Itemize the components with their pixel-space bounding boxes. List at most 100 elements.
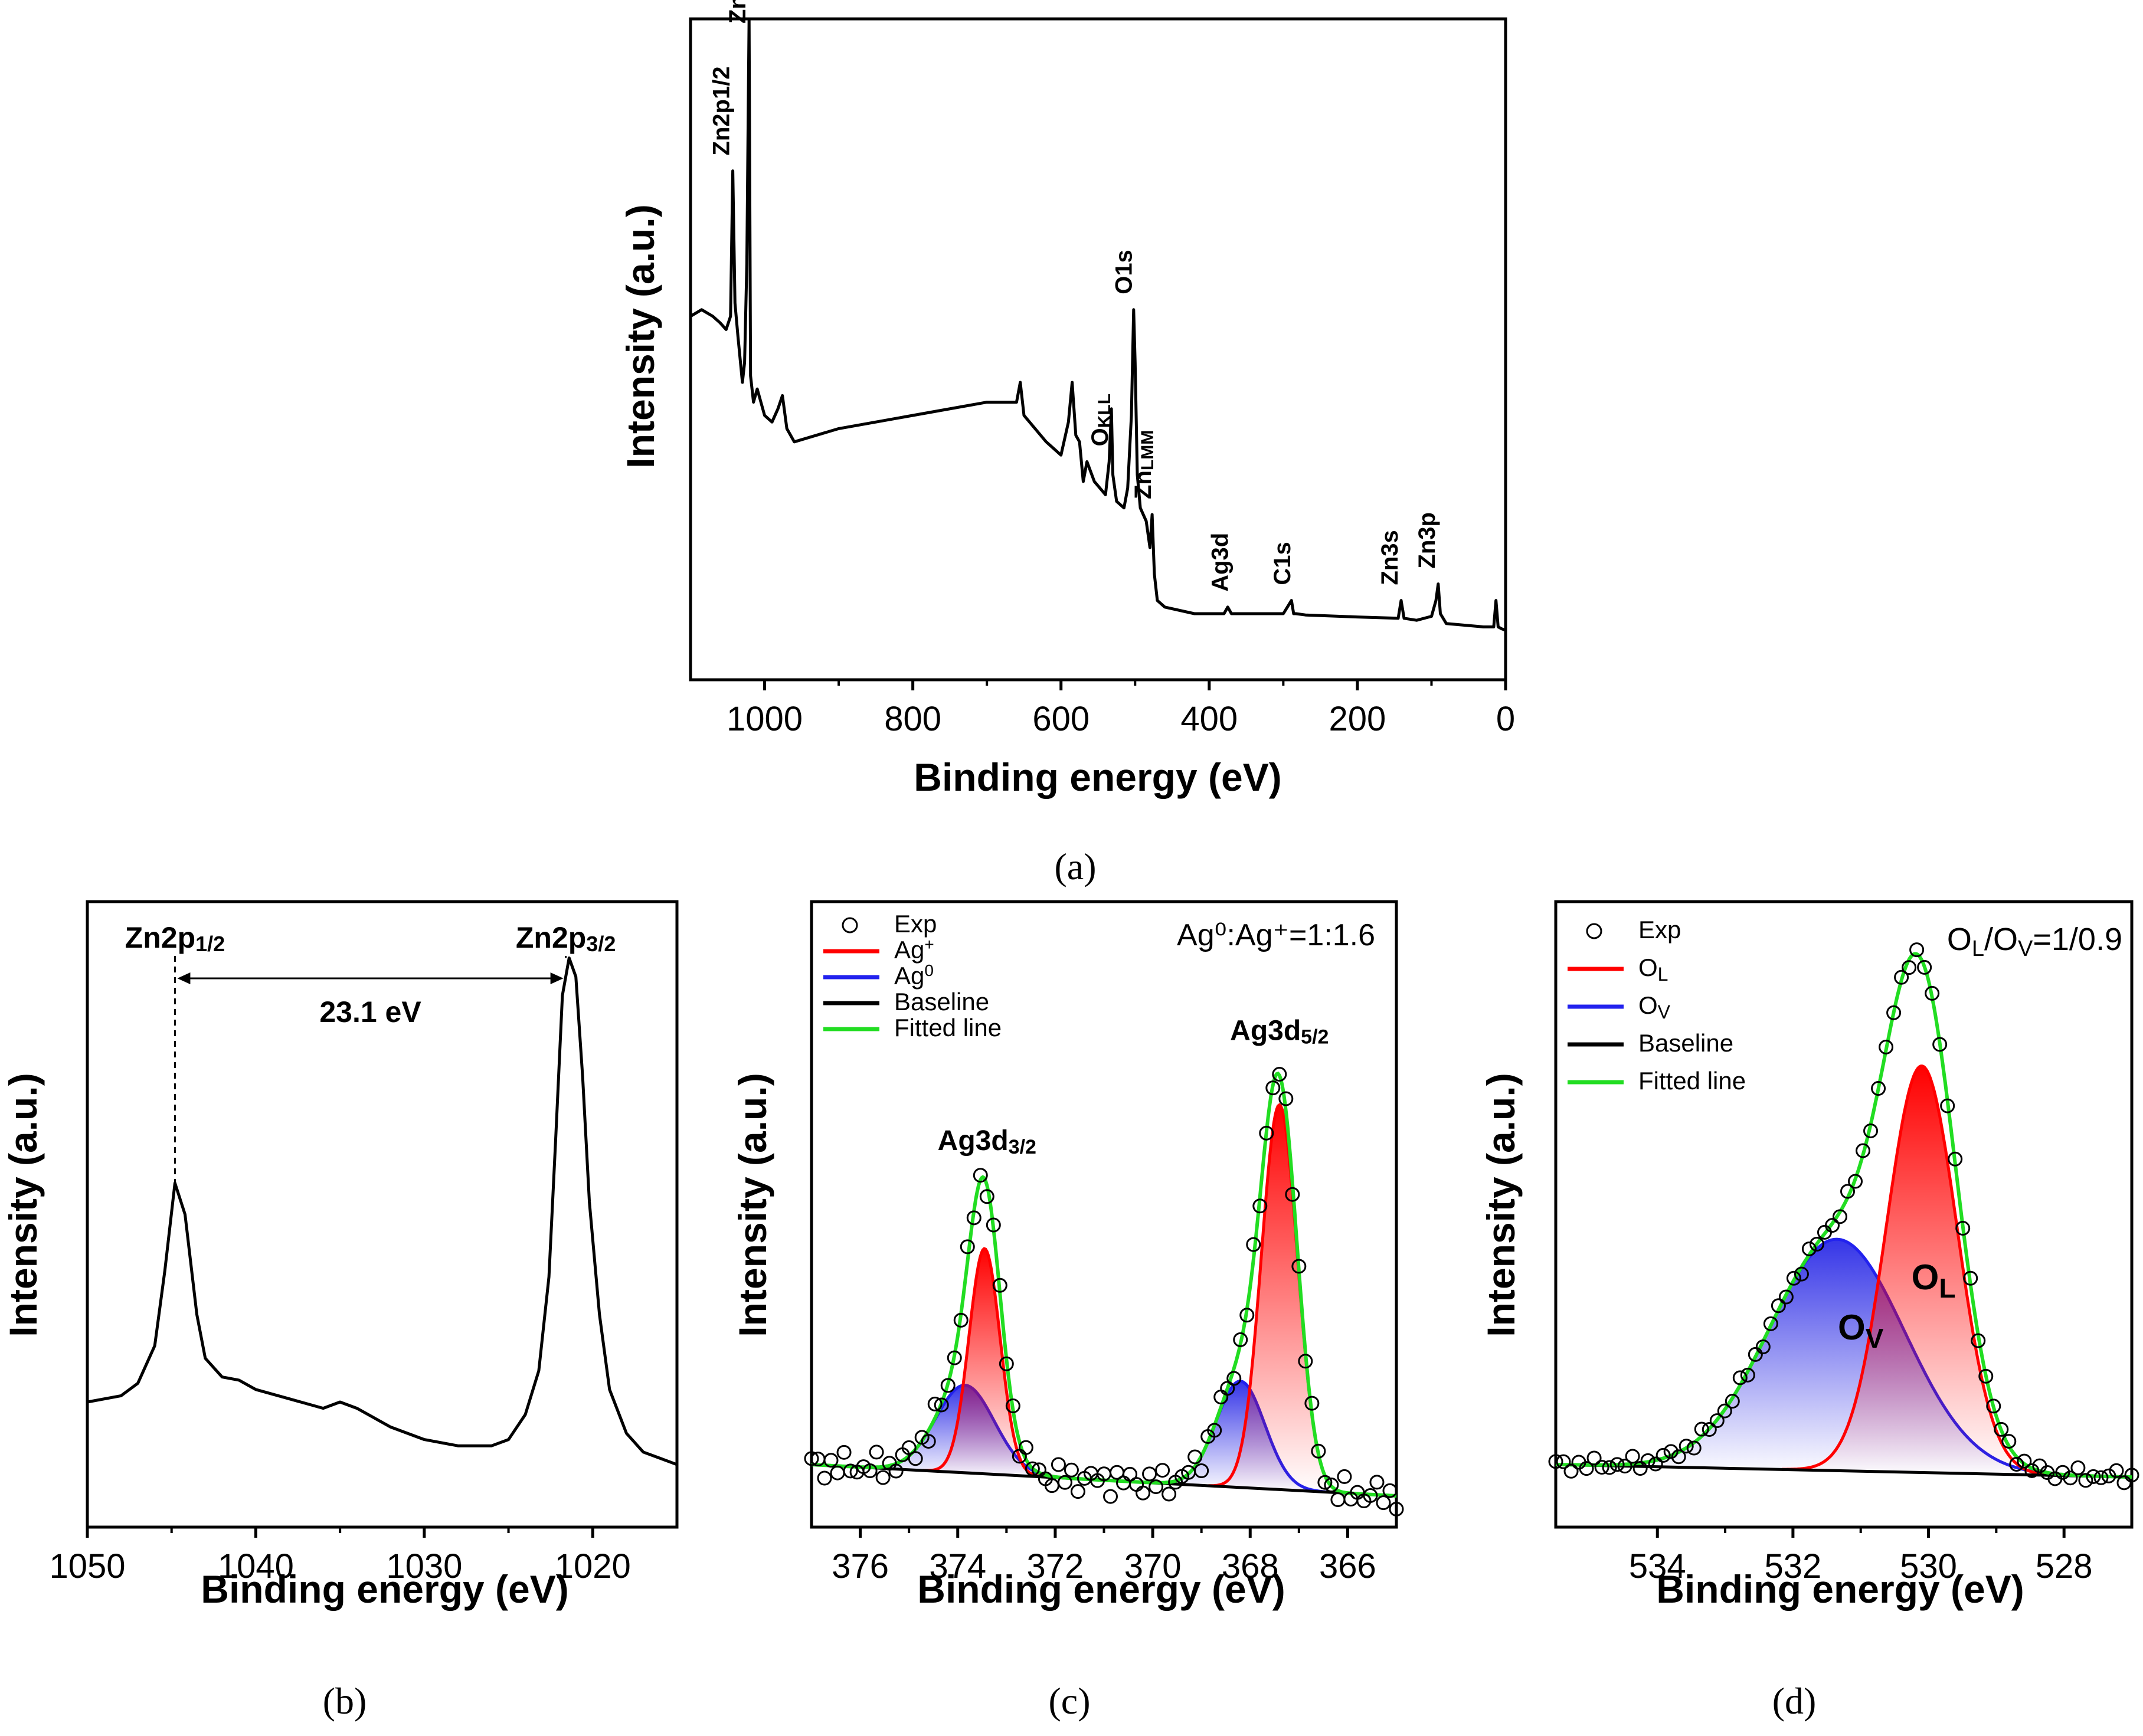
panel-b-xtick-label: 1050 <box>49 1547 125 1586</box>
panel-c-exp-point <box>1123 1466 1138 1482</box>
panel-c-exp-point <box>927 1396 943 1411</box>
panel-d-exp-point <box>1602 1460 1617 1475</box>
panel-d-exp-point <box>1663 1444 1679 1459</box>
panel-c-legend-label: Baseline <box>894 988 989 1016</box>
panel-c-component-fill <box>1143 1381 1338 1493</box>
panel-b-spectrum-line <box>87 956 678 1466</box>
panel-d-exp-point <box>1994 1421 2009 1437</box>
panel-c-exp-point <box>940 1378 956 1393</box>
panel-d-ylabel: Intensity (a.u.) <box>1479 1073 1523 1337</box>
panel-d-exp-point <box>1617 1459 1632 1474</box>
panel-d-exp-point <box>1586 1450 1602 1466</box>
panel-b-frame <box>86 900 679 1529</box>
panel-c-exp-point <box>1272 1067 1287 1082</box>
panel-c-exp-point <box>1103 1489 1118 1504</box>
panel-a-xtick-label: 200 <box>1329 700 1386 738</box>
panel-a-peak-label-sub: LMM <box>1138 430 1157 470</box>
panel-d-legend-label: Fitted line <box>1638 1067 1746 1095</box>
panel-c-xtick-label: 376 <box>832 1547 889 1586</box>
panel-c-peak-label-sub: 5/2 <box>1301 1026 1329 1048</box>
panel-c-exp-point <box>1149 1479 1164 1495</box>
panel-c-exp-point <box>992 1278 1007 1293</box>
panel-b-xlabel: Binding energy (eV) <box>201 1567 568 1611</box>
panel-d-exp-point <box>1717 1403 1732 1419</box>
panel-d-legend-label-sub: V <box>1658 1001 1671 1023</box>
panel-d-exp-point <box>2024 1463 2040 1478</box>
panel-d-peak-label-sub: V <box>1866 1323 1884 1354</box>
panel-c-exp-point <box>1005 1398 1020 1414</box>
panel-a-xlabel: Binding energy (eV) <box>914 755 1281 799</box>
panel-c-exp-point <box>999 1356 1014 1371</box>
panel-c-exp-point <box>823 1453 839 1468</box>
panel-c-exp-point <box>953 1312 969 1328</box>
panel-b-peak-label: Zn2p3/2 <box>516 921 616 956</box>
panel-c-exp-point <box>1376 1495 1391 1511</box>
panel-b-xtick-label: 1030 <box>386 1547 462 1586</box>
panel-c-exp-point <box>1018 1440 1033 1455</box>
panel-d-exp-point <box>1809 1236 1824 1252</box>
panel-c-exp-point <box>843 1463 858 1479</box>
panel-d-exp-point <box>1986 1398 2001 1414</box>
panel-c-exp-point <box>1363 1488 1378 1504</box>
panel-d-exp-point <box>2116 1475 2132 1491</box>
panel-c-xtick-label: 370 <box>1124 1547 1182 1586</box>
panel-c-exp-point <box>979 1189 994 1204</box>
panel-d-exp-point <box>1763 1316 1778 1331</box>
panel-c-ratio-label: Ag⁰:Ag⁺=1:1.6 <box>1177 918 1375 952</box>
panel-d-peak-label: OV <box>1838 1308 1884 1354</box>
panel-d-frame <box>1554 900 2134 1529</box>
panel-b-caption: (b) <box>323 1680 367 1722</box>
panel-c-ylabel: Intensity (a.u.) <box>731 1073 774 1337</box>
panel-d-component-fill <box>1566 1239 2108 1477</box>
panel-c-exp-point <box>1265 1080 1281 1096</box>
panel-d-exp-point <box>2124 1468 2139 1483</box>
panel-c-xtick-label: 368 <box>1222 1547 1279 1586</box>
panel-d-xtick-label: 534 <box>1629 1547 1686 1586</box>
panel-d-exp-point <box>1748 1347 1763 1362</box>
panel-d-exp-point <box>1824 1218 1840 1233</box>
panel-c-legend-marker <box>842 917 858 933</box>
panel-c-legend-label: Fitted line <box>894 1014 1002 1041</box>
panel-c-xtick-label: 366 <box>1319 1547 1376 1586</box>
panel-d-exp-point <box>1940 1098 1955 1113</box>
panel-c-peak-label: Ag3d5/2 <box>1230 1015 1329 1048</box>
panel-d-exp-point <box>1925 985 1940 1001</box>
panel-c-legend-label-sub: 0 <box>924 961 934 980</box>
panel-c-exp-point <box>1142 1466 1157 1482</box>
panel-a-ylabel: Intensity (a.u.) <box>619 204 662 468</box>
panel-d-peak-label-sub: L <box>1939 1273 1955 1303</box>
panel-c-exp-point <box>875 1470 891 1485</box>
panel-a-peak-label: ZnLMM <box>1130 430 1157 499</box>
panel-c-legend-label: Ag+ <box>894 935 934 964</box>
panel-c-exp-point <box>1162 1486 1177 1502</box>
panel-a-peak-label: Zn2p3/2 <box>725 0 751 24</box>
panel-c-exp-point <box>1246 1237 1261 1252</box>
panel-d-exp-point <box>1794 1266 1809 1282</box>
panel-b-separation-label: 23.1 eV <box>319 995 421 1029</box>
panel-c-xtick-label: 374 <box>929 1547 986 1586</box>
panel-d-exp-point <box>1886 1005 1902 1020</box>
panel-a-xtick-label: 1000 <box>727 700 803 738</box>
panel-c-exp-point <box>804 1451 819 1466</box>
panel-d: Intensity (a.u.) Binding energy (eV) (d) <box>1479 1073 2024 1722</box>
panel-a-xtick-label: 400 <box>1180 700 1238 738</box>
panel-a-peak-label-sub: KLL <box>1095 394 1114 428</box>
panel-a-frame <box>689 17 1507 682</box>
panel-d-exp-point <box>1971 1333 1986 1348</box>
panel-d-exp-point <box>1879 1039 1894 1054</box>
panel-a-xtick-label: 600 <box>1032 700 1090 738</box>
panel-d-exp-point <box>1778 1289 1794 1305</box>
panel-c-component-fill <box>1208 1105 1351 1493</box>
panel-d-exp-point <box>2017 1453 2032 1469</box>
panel-d-ratio-part: /O <box>1984 922 2018 957</box>
panel-c-exp-point <box>1252 1198 1268 1214</box>
panel-b-peak-label: Zn2p1/2 <box>125 921 225 956</box>
panel-c-exp-point <box>1337 1469 1352 1484</box>
panel-c-xtick-label: 372 <box>1027 1547 1084 1586</box>
panel-b-ylabel: Intensity (a.u.) <box>1 1073 45 1337</box>
panel-c-xlabel: Binding energy (eV) <box>917 1567 1285 1611</box>
panel-d-exp-point <box>2001 1434 2017 1449</box>
panel-d-exp-point <box>1832 1209 1847 1224</box>
panel-c-exp-point <box>1233 1332 1248 1347</box>
